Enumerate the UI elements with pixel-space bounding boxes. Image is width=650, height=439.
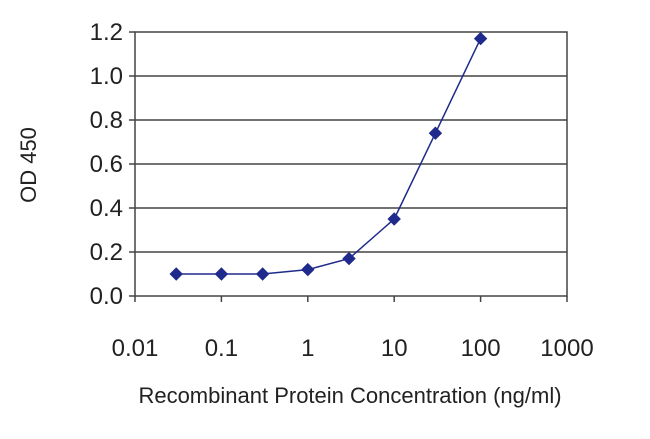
data-point-marker bbox=[473, 31, 488, 46]
y-tick-label: 0.4 bbox=[90, 195, 123, 222]
data-point-marker bbox=[214, 267, 229, 281]
x-tick-label: 1000 bbox=[540, 335, 593, 362]
x-axis-ticks: 0.01 0.1 1 10 100 1000 bbox=[112, 296, 594, 362]
y-tick-label: 0.6 bbox=[90, 151, 123, 178]
y-tick-label: 1.2 bbox=[90, 19, 123, 46]
x-tick-label: 10 bbox=[381, 335, 408, 362]
y-tick-label: 0.0 bbox=[90, 283, 123, 310]
x-tick-label: 1 bbox=[301, 335, 314, 362]
data-point-marker bbox=[255, 267, 270, 281]
x-axis-title: Recombinant Protein Concentration (ng/ml… bbox=[138, 383, 561, 408]
data-point-marker bbox=[301, 262, 315, 277]
data-point-marker bbox=[428, 126, 443, 140]
gridlines bbox=[135, 75, 567, 253]
series-layer bbox=[169, 31, 488, 281]
y-axis-ticks: 0.0 0.2 0.4 0.6 0.8 1.0 1.2 bbox=[90, 19, 135, 310]
y-tick-label: 1.0 bbox=[90, 63, 123, 90]
y-axis-title: OD 450 bbox=[16, 127, 41, 203]
x-tick-label: 100 bbox=[461, 335, 501, 362]
data-point-marker bbox=[342, 251, 356, 266]
data-point-marker bbox=[387, 212, 401, 226]
x-tick-label: 0.01 bbox=[112, 335, 159, 362]
data-point-marker bbox=[169, 267, 183, 281]
y-tick-label: 0.8 bbox=[90, 107, 123, 134]
x-tick-label: 0.1 bbox=[205, 335, 238, 362]
series-line bbox=[176, 38, 482, 275]
y-tick-label: 0.2 bbox=[90, 239, 123, 266]
